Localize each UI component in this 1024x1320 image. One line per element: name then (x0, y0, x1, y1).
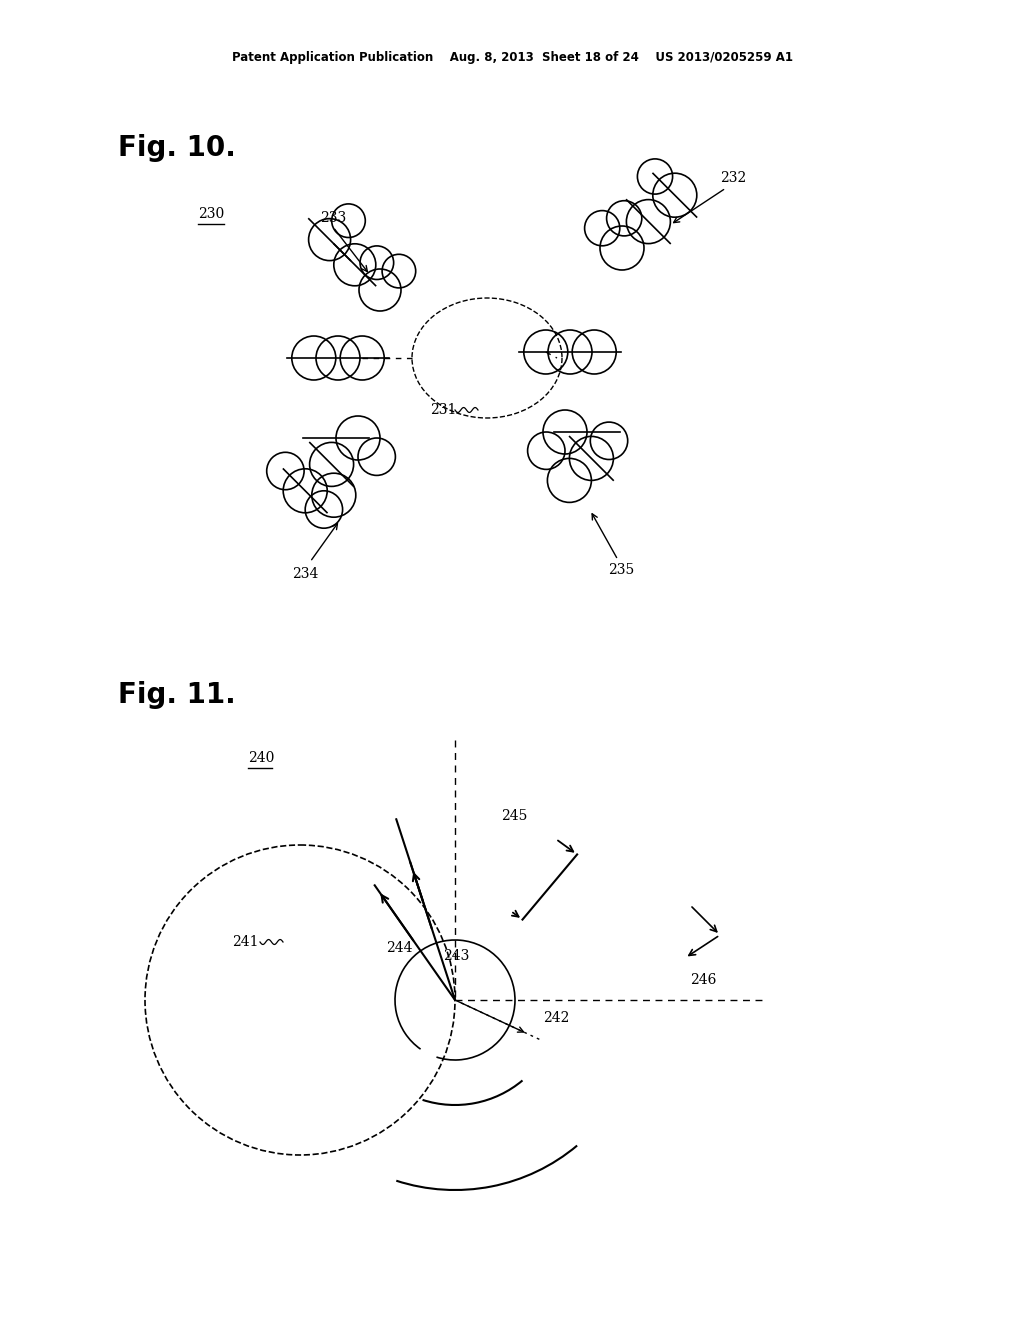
Text: 244: 244 (386, 941, 413, 956)
Text: 234: 234 (292, 568, 318, 581)
Text: 233: 233 (319, 211, 346, 224)
Text: 232: 232 (720, 172, 746, 185)
Text: Fig. 11.: Fig. 11. (118, 681, 236, 709)
Text: 246: 246 (690, 973, 717, 987)
Text: 245: 245 (502, 809, 528, 822)
Text: 235: 235 (608, 564, 634, 577)
Text: 243: 243 (442, 949, 469, 964)
Text: 241: 241 (232, 935, 258, 949)
Text: 242: 242 (543, 1011, 569, 1026)
Text: Patent Application Publication    Aug. 8, 2013  Sheet 18 of 24    US 2013/020525: Patent Application Publication Aug. 8, 2… (231, 51, 793, 65)
Text: 231: 231 (430, 403, 457, 417)
Text: 240: 240 (248, 751, 274, 766)
Text: 230: 230 (198, 207, 224, 220)
Text: Fig. 10.: Fig. 10. (118, 135, 236, 162)
